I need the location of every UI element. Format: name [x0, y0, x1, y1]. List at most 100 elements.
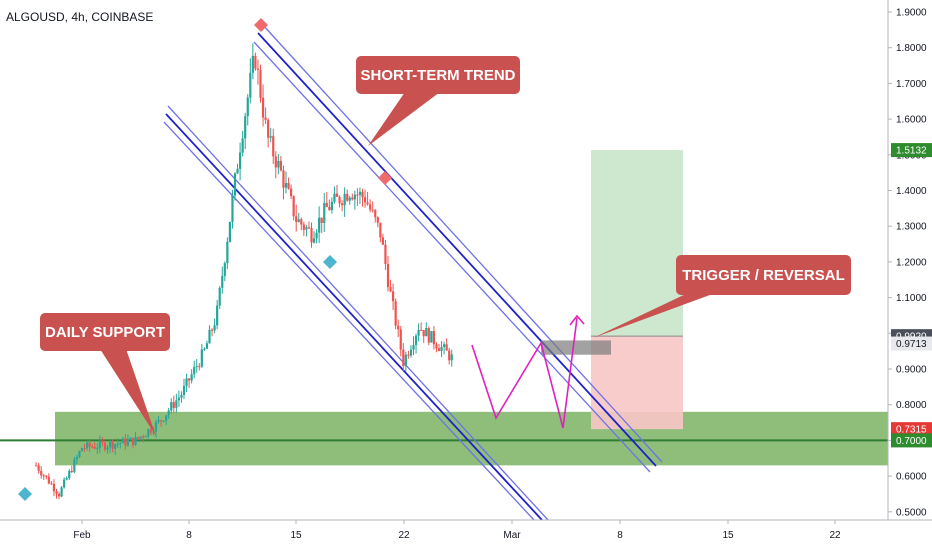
channel-upper-inner — [253, 41, 651, 473]
candle-body — [430, 331, 433, 343]
candle-body — [310, 228, 313, 243]
candle-body — [111, 441, 114, 449]
candle-body — [157, 420, 160, 422]
channel-lower-inner — [163, 121, 535, 521]
candle-body — [328, 206, 331, 211]
candle-body — [233, 173, 237, 196]
candle-body — [448, 350, 451, 361]
candle-body — [205, 343, 209, 349]
candle-body — [292, 196, 295, 217]
candle-body — [210, 329, 214, 331]
candle-body — [223, 263, 226, 276]
candle-body — [425, 328, 428, 337]
price-badge-label: 1.5132 — [896, 146, 927, 157]
candle-body — [70, 470, 73, 472]
candle-body — [445, 344, 448, 351]
candle-body — [323, 203, 326, 223]
candle-body — [348, 197, 351, 201]
candle-body — [363, 197, 367, 203]
candle-body — [188, 378, 191, 381]
candle-body — [165, 415, 168, 421]
y-tick-label: 1.2000 — [896, 257, 927, 268]
candle-body — [305, 227, 308, 230]
candle-body — [427, 328, 430, 343]
candle-body — [83, 448, 86, 450]
candle-body — [47, 476, 50, 484]
candle-body — [226, 241, 229, 264]
candle-body — [312, 238, 316, 243]
candle-body — [180, 394, 183, 398]
callout-trigger-reversal-text: TRIGGER / REVERSAL — [682, 267, 845, 284]
candle-body — [65, 478, 68, 480]
y-tick-label: 0.9000 — [896, 365, 927, 376]
y-tick-label: 1.1000 — [896, 293, 927, 304]
candle-body — [119, 443, 122, 445]
marker-blue-mid — [323, 255, 337, 269]
y-tick-label: 1.3000 — [896, 222, 927, 233]
candle-body — [116, 443, 119, 445]
candle-body — [50, 483, 53, 485]
channel-lower-outer — [167, 105, 549, 521]
candle-body — [221, 275, 224, 288]
candle-body — [417, 329, 420, 336]
x-tick-label: 15 — [290, 530, 302, 541]
candle-body — [307, 227, 311, 229]
candle-body — [374, 210, 377, 218]
candle-body — [315, 232, 318, 239]
callouts-layer: SHORT-TERM TREND TRIGGER / REVERSAL DAILY … — [40, 56, 851, 436]
candle-body — [98, 440, 101, 449]
candle-body — [404, 354, 407, 367]
candle-body — [254, 55, 257, 69]
candle-body — [139, 436, 142, 439]
y-tick-label: 1.9000 — [896, 8, 927, 19]
projected-path-arrowhead — [569, 314, 585, 326]
price-badge-label: 0.9713 — [896, 339, 927, 350]
candle-body — [170, 402, 173, 411]
candle-body — [106, 447, 109, 450]
candle-body — [42, 475, 45, 477]
candle-body — [86, 442, 89, 449]
candle-body — [277, 160, 280, 168]
candle-body — [129, 437, 132, 440]
trigger-zone — [541, 340, 611, 355]
candle-body — [341, 203, 344, 206]
candle-body — [356, 194, 359, 196]
channel-upper-mid — [257, 32, 657, 467]
candle-body — [68, 470, 71, 479]
candle-body — [432, 331, 435, 345]
candle-body — [216, 305, 219, 326]
candle-body — [241, 138, 244, 153]
candle-body — [259, 69, 262, 98]
callout-short-term-trend-box — [356, 56, 520, 94]
price-badge — [891, 143, 932, 158]
candle-body — [193, 366, 196, 375]
candle-body — [239, 152, 242, 169]
candle-body — [443, 344, 446, 348]
candle-body — [251, 55, 254, 73]
candle-body — [333, 193, 336, 202]
callout-short-term-trend-text: SHORT-TERM TREND — [361, 67, 516, 84]
candle-body — [124, 438, 127, 446]
callout-daily-support-pointer — [100, 349, 156, 436]
candle-body — [246, 97, 249, 117]
candle-body — [154, 421, 158, 432]
price-badge-label: 0.7000 — [896, 436, 927, 447]
candle-body — [144, 436, 147, 438]
callout-trigger-reversal-box — [676, 255, 851, 295]
candle-body — [394, 301, 397, 326]
candle-body — [142, 436, 145, 438]
candle-body — [435, 344, 438, 349]
candle-body — [231, 195, 234, 222]
x-tick-label: 15 — [722, 530, 734, 541]
candle-body — [318, 217, 321, 233]
candle-body — [361, 191, 364, 198]
marker-blue-low — [18, 487, 32, 501]
candle-body — [256, 68, 260, 70]
candle-body — [55, 491, 58, 494]
y-tick-label: 1.8000 — [896, 43, 927, 54]
candle-body — [284, 183, 288, 188]
candle-body — [384, 244, 387, 264]
candle-body — [450, 354, 453, 361]
